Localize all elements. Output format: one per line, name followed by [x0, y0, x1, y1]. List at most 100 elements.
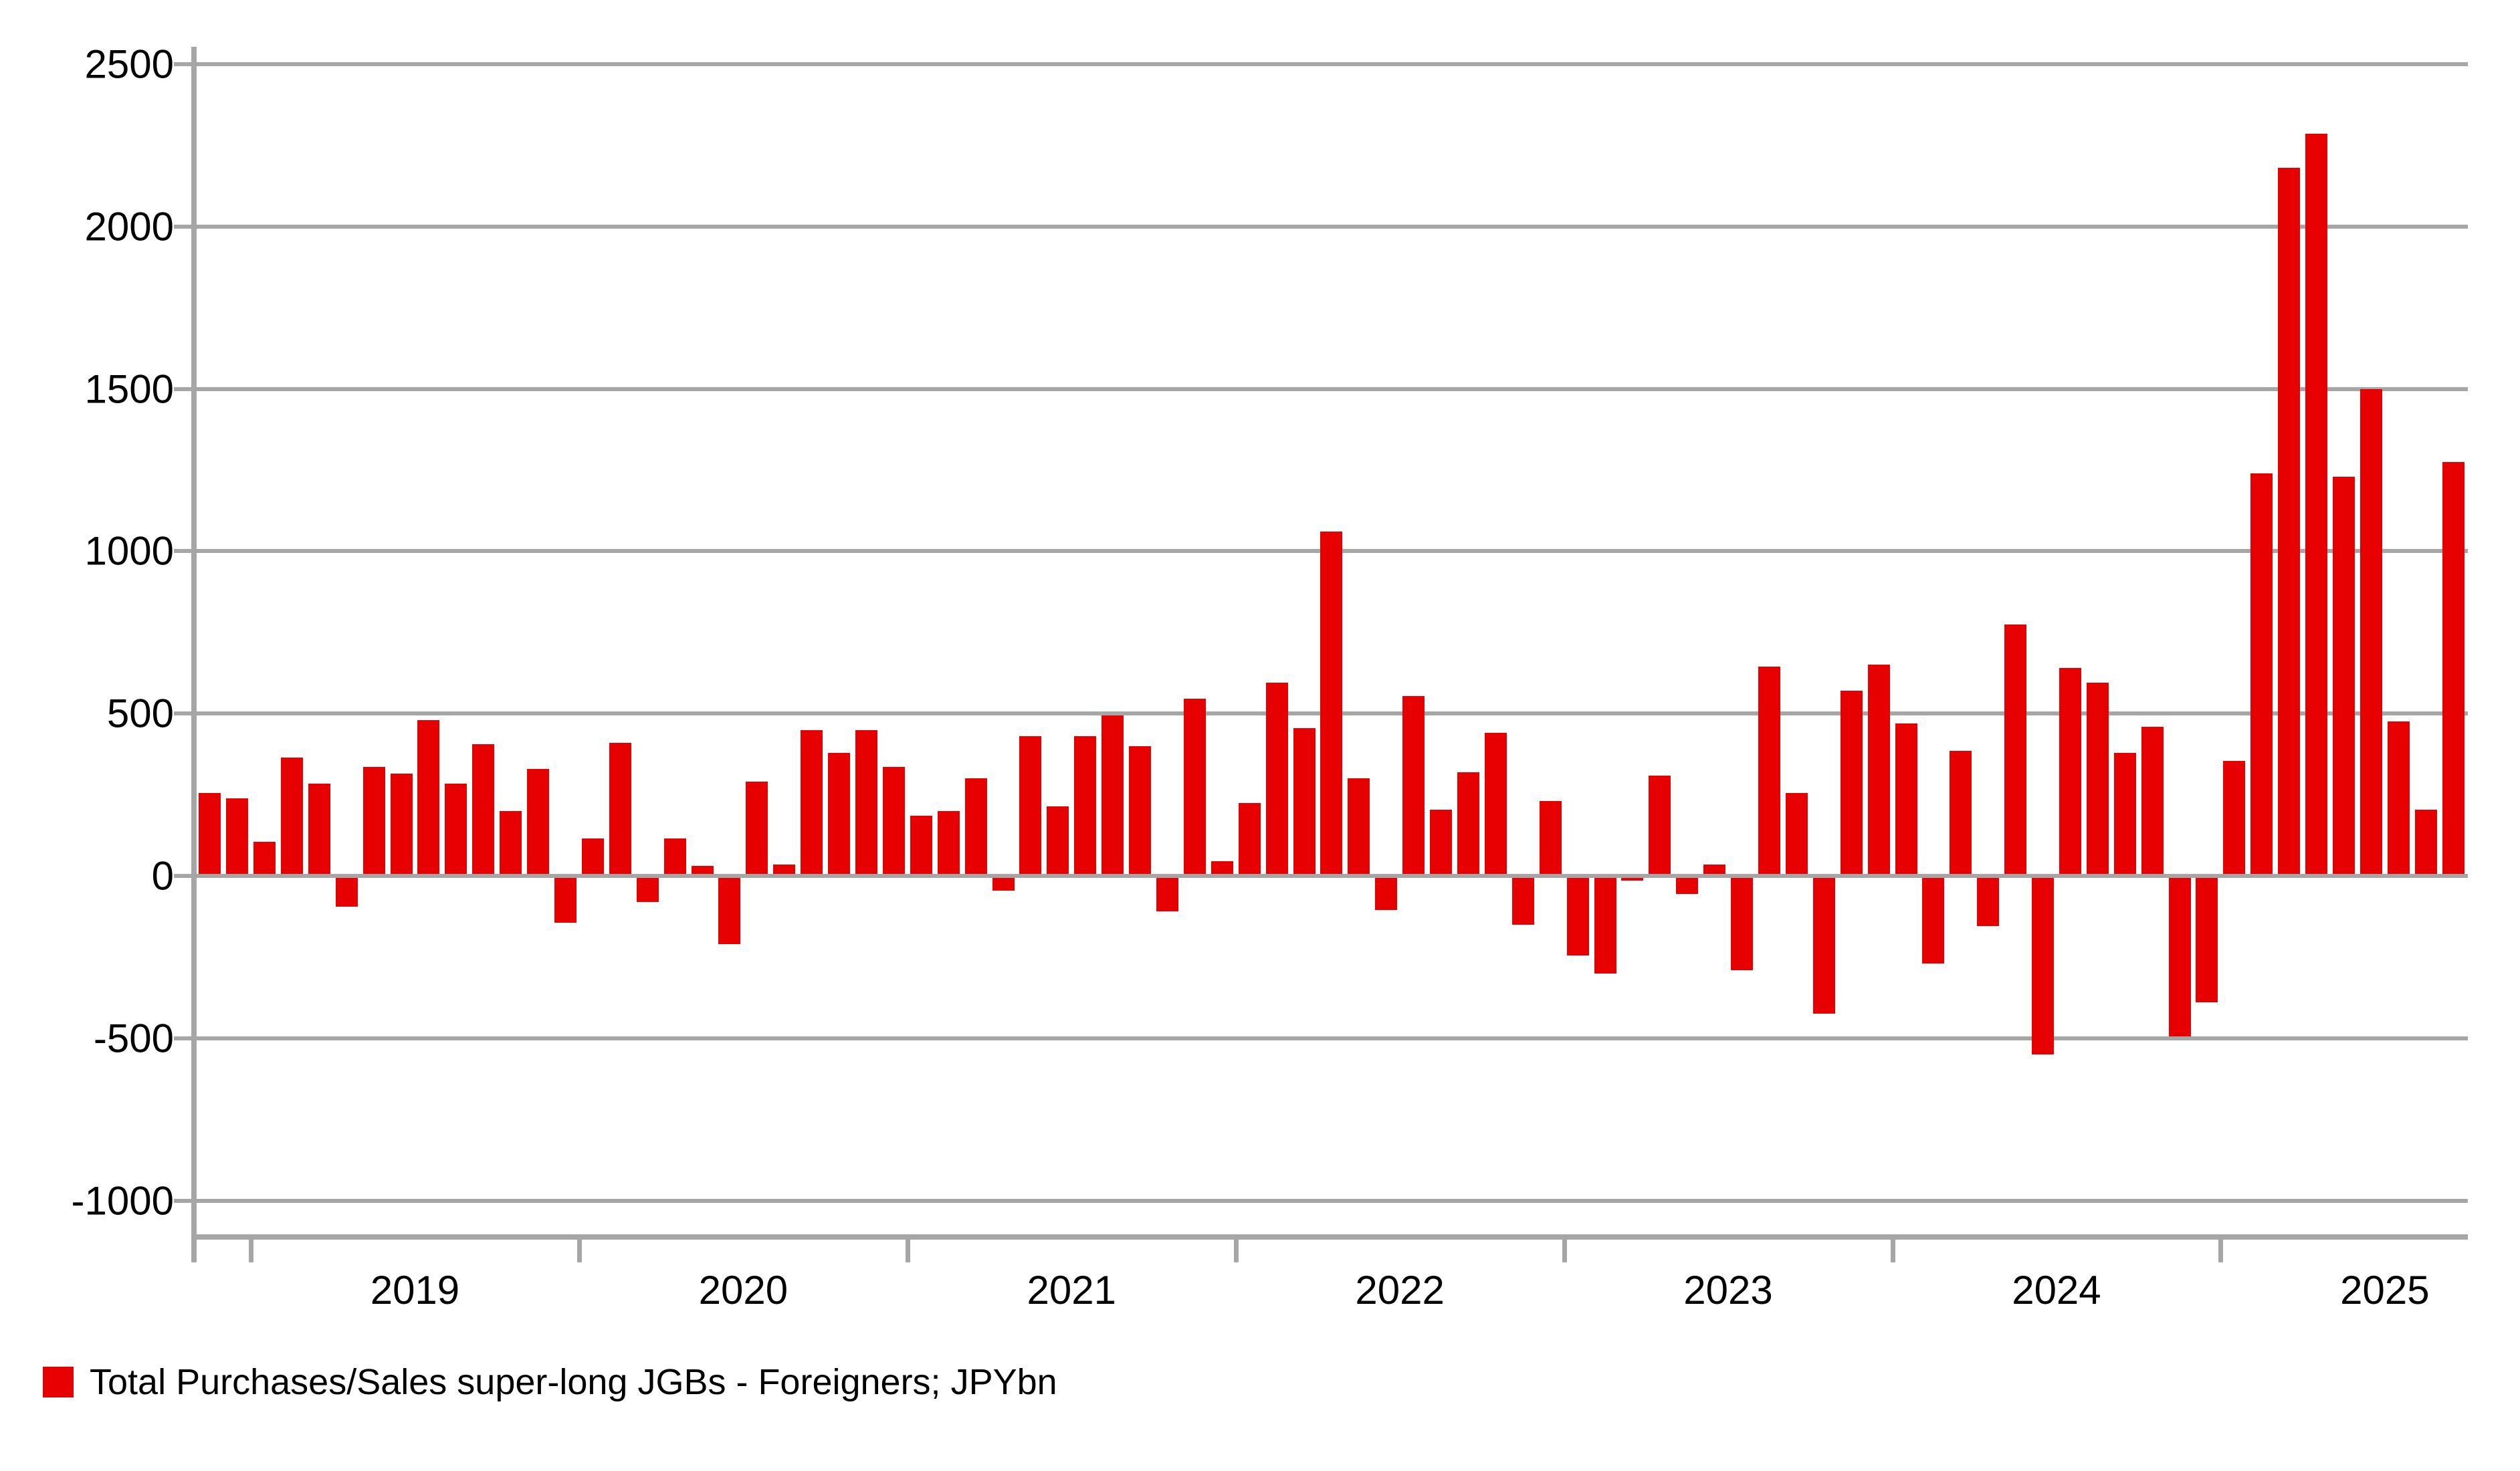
- y-axis-tick: [174, 62, 194, 66]
- bar-2021-04: [992, 878, 1015, 891]
- y-axis-tick: [174, 711, 194, 716]
- bar-2020-02: [609, 742, 631, 874]
- bar-2023-01: [1566, 878, 1589, 955]
- bar-2022-06: [1375, 878, 1398, 910]
- bar-2023-11: [1840, 691, 1863, 874]
- bar-2021-02: [937, 810, 960, 874]
- bar-2022-10: [1484, 733, 1507, 874]
- bar-2021-05: [1019, 736, 1042, 874]
- bar-2024-02: [1922, 878, 1945, 964]
- bar-2020-06: [718, 878, 741, 944]
- bar-2022-09: [1457, 772, 1479, 874]
- bar-2019-04: [335, 878, 358, 907]
- bar-2023-07: [1731, 878, 1753, 970]
- bar-2021-07: [1074, 736, 1097, 874]
- x-year-label-2023: 2023: [1683, 1268, 1773, 1313]
- bar-2022-12: [1539, 801, 1562, 874]
- y-axis-tick: [174, 1198, 194, 1203]
- bar-2023-10: [1812, 878, 1835, 1014]
- y-axis-label: 500: [106, 691, 174, 736]
- bar-2020-11: [855, 729, 877, 874]
- x-axis-tick-2025: [2218, 1237, 2224, 1262]
- y-axis-tick: [174, 874, 194, 878]
- y-axis-label: 2500: [84, 41, 174, 87]
- bar-2020-10: [828, 752, 850, 874]
- bar-2024-06: [2032, 878, 2054, 1055]
- bar-2024-10: [2141, 726, 2164, 874]
- y-axis-label: 1500: [84, 366, 174, 412]
- bar-2020-08: [773, 865, 796, 874]
- bar-2020-12: [882, 767, 905, 874]
- bar-2025-09: [2442, 461, 2464, 874]
- y-axis-label: 1000: [84, 528, 174, 574]
- bar-2018-11: [199, 793, 221, 874]
- gridline-2000: [194, 224, 2468, 229]
- bar-2019-02: [280, 757, 303, 874]
- x-axis-tick-2024: [1890, 1237, 1895, 1262]
- x-axis-tick-2022: [1233, 1237, 1239, 1262]
- bar-2025-05: [2333, 476, 2355, 874]
- bar-2021-01: [910, 816, 932, 874]
- gridline--500: [194, 1036, 2468, 1040]
- bar-2024-11: [2168, 878, 2191, 1037]
- bar-2023-12: [1867, 665, 1890, 874]
- x-year-label-2021: 2021: [1027, 1268, 1116, 1313]
- x-axis-tick-2019: [249, 1237, 253, 1262]
- bar-2021-09: [1129, 746, 1151, 874]
- bar-2020-01: [581, 838, 604, 874]
- bar-2024-07: [2059, 668, 2081, 874]
- y-axis-tick: [174, 549, 194, 554]
- bar-2024-03: [1950, 751, 1972, 874]
- y-axis-tick: [174, 1036, 194, 1040]
- bar-2022-07: [1402, 695, 1425, 874]
- bar-2021-12: [1211, 861, 1233, 874]
- bar-2020-07: [746, 782, 768, 874]
- bar-2022-08: [1430, 809, 1452, 874]
- gridline--1000: [194, 1198, 2468, 1203]
- x-axis-tick-2023: [1562, 1237, 1567, 1262]
- bar-2025-01: [2223, 760, 2246, 874]
- y-axis-line: [191, 47, 197, 1262]
- legend-label: Total Purchases/Sales super-long JGBs - …: [90, 1362, 1057, 1402]
- bar-2024-01: [1895, 723, 1917, 874]
- y-axis-label: -500: [93, 1016, 174, 1061]
- bar-2022-02: [1265, 683, 1288, 874]
- x-year-label-2020: 2020: [698, 1268, 789, 1313]
- y-axis-label: -1000: [71, 1178, 174, 1224]
- bar-2022-03: [1293, 728, 1316, 874]
- bar-2020-03: [636, 878, 659, 902]
- bar-2025-03: [2278, 168, 2301, 874]
- bar-2024-12: [2196, 878, 2218, 1003]
- bar-2025-07: [2387, 721, 2410, 874]
- bar-2025-04: [2305, 134, 2328, 874]
- bar-2022-05: [1348, 778, 1370, 874]
- bar-2023-05: [1676, 878, 1699, 894]
- bar-2019-05: [362, 767, 385, 874]
- bar-2021-08: [1101, 715, 1124, 874]
- bar-2022-11: [1511, 878, 1534, 925]
- bar-2023-08: [1758, 666, 1780, 874]
- bar-2025-08: [2414, 809, 2437, 874]
- bar-2023-04: [1649, 775, 1671, 874]
- bar-2019-08: [445, 783, 467, 874]
- x-axis-tick-2021: [905, 1237, 910, 1262]
- x-year-label-2019: 2019: [370, 1268, 460, 1313]
- bar-2019-01: [253, 842, 276, 874]
- y-axis-label: 0: [151, 853, 174, 899]
- x-axis-tick-2020: [576, 1237, 582, 1262]
- bar-2020-09: [801, 729, 823, 874]
- gridline-2500: [194, 62, 2468, 66]
- bar-2025-02: [2250, 473, 2273, 874]
- bar-2020-05: [691, 866, 714, 874]
- bar-2023-09: [1785, 793, 1808, 874]
- x-year-label-2024: 2024: [2012, 1268, 2101, 1313]
- bar-2024-09: [2113, 752, 2136, 874]
- bar-2022-01: [1238, 802, 1261, 874]
- bar-2019-10: [500, 810, 522, 874]
- bar-2019-03: [308, 783, 330, 874]
- bar-2024-05: [2004, 624, 2027, 874]
- bar-2020-04: [663, 838, 686, 874]
- legend-swatch: [43, 1367, 74, 1397]
- bar-2019-09: [472, 744, 495, 874]
